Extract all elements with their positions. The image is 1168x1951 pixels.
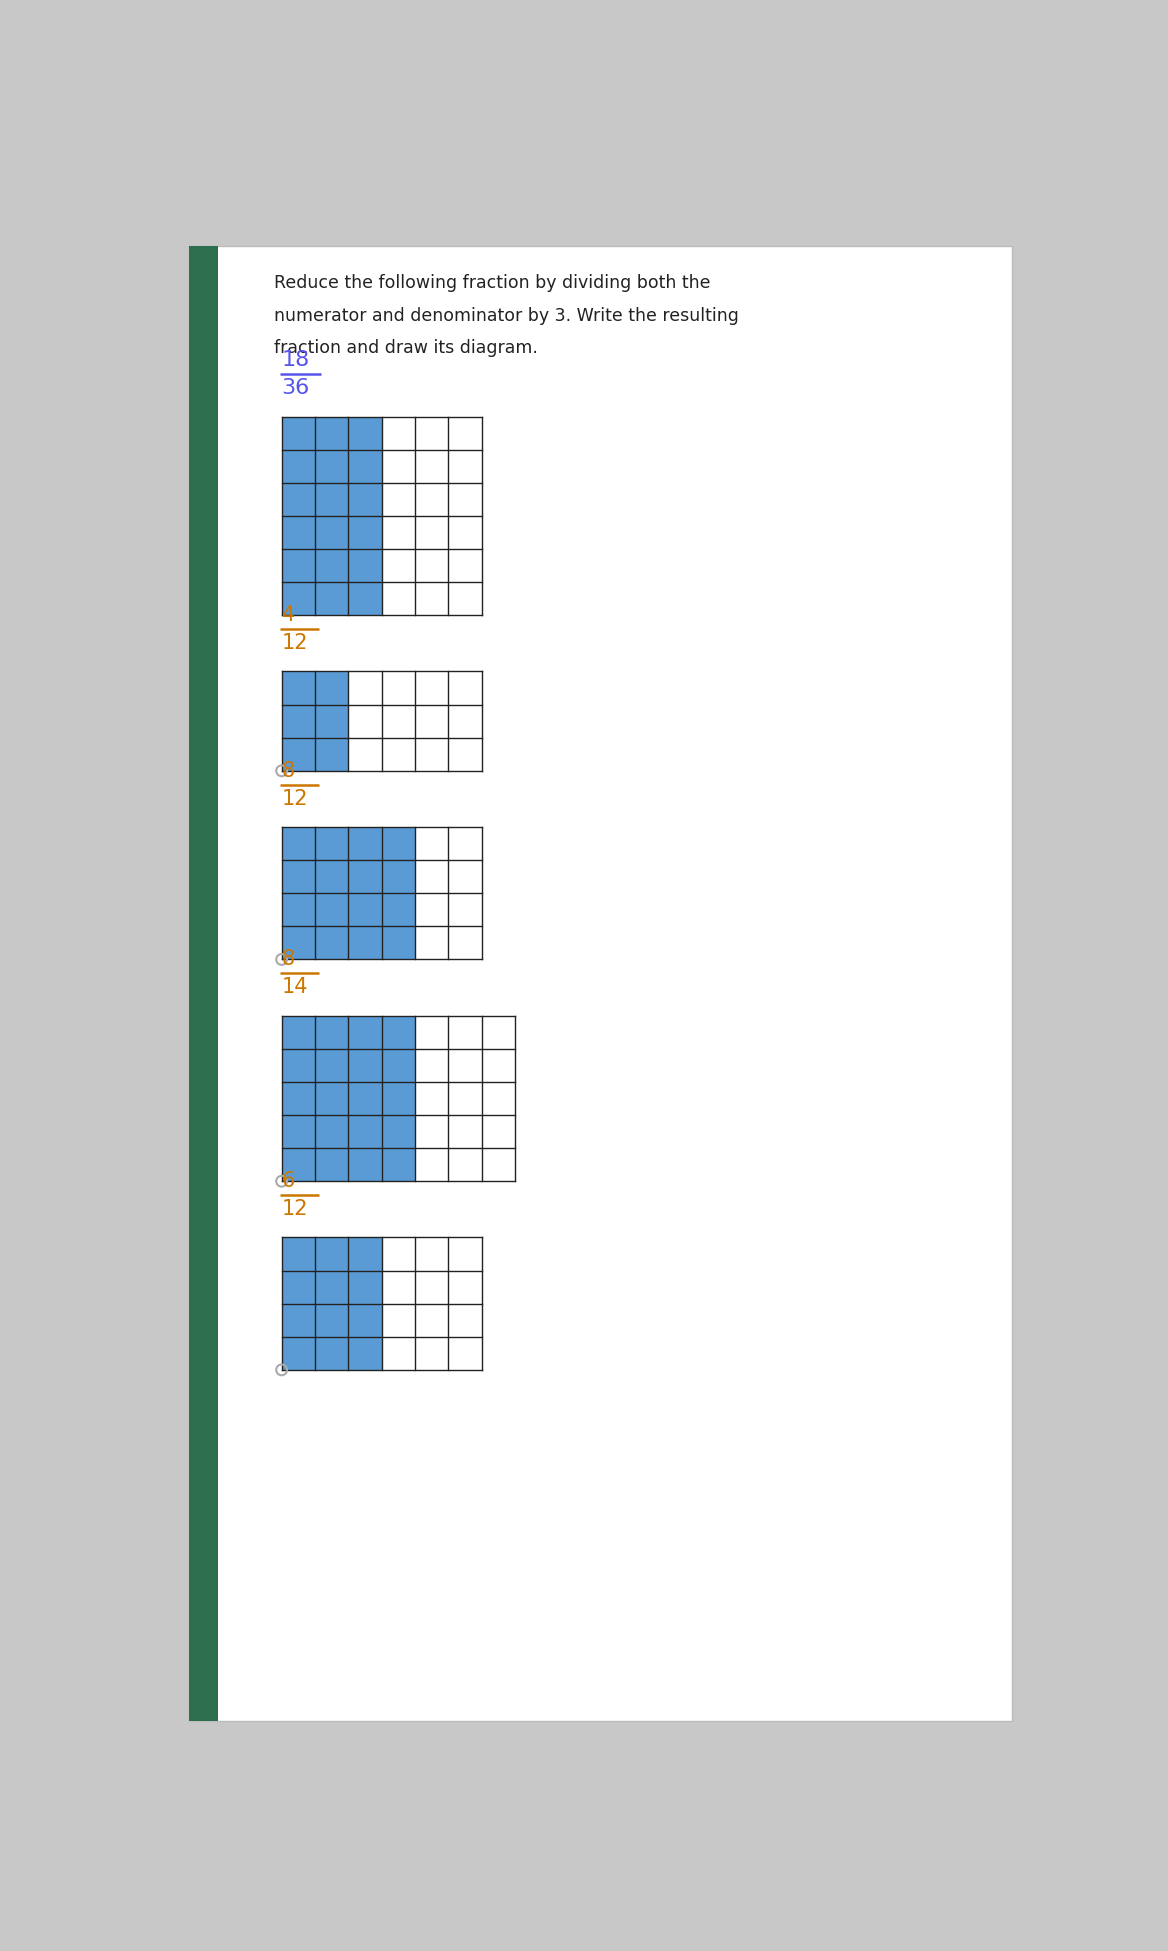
Text: 8: 8: [281, 761, 294, 780]
Text: 12: 12: [281, 1200, 308, 1219]
Bar: [281, 418, 382, 615]
Bar: [281, 1237, 382, 1370]
Bar: [188, 246, 218, 1721]
Text: 8: 8: [281, 950, 294, 970]
Bar: [281, 1016, 415, 1180]
Text: 6: 6: [281, 1171, 296, 1192]
Text: fraction and draw its diagram.: fraction and draw its diagram.: [273, 339, 537, 357]
Text: Reduce the following fraction by dividing both the: Reduce the following fraction by dividin…: [273, 275, 710, 293]
Bar: [281, 671, 348, 771]
Text: 12: 12: [281, 632, 308, 654]
Text: 4: 4: [281, 605, 294, 624]
Text: numerator and denominator by 3. Write the resulting: numerator and denominator by 3. Write th…: [273, 306, 738, 324]
Text: 18: 18: [281, 351, 310, 371]
Text: 36: 36: [281, 378, 310, 398]
Bar: [281, 827, 415, 960]
Text: 12: 12: [281, 788, 308, 808]
Text: 14: 14: [281, 977, 308, 997]
